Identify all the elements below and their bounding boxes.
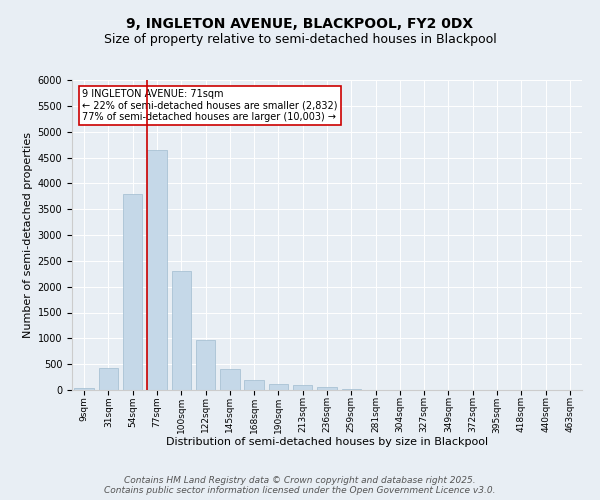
X-axis label: Distribution of semi-detached houses by size in Blackpool: Distribution of semi-detached houses by … bbox=[166, 437, 488, 447]
Bar bbox=[220, 369, 239, 390]
Text: 9, INGLETON AVENUE, BLACKPOOL, FY2 0DX: 9, INGLETON AVENUE, BLACKPOOL, FY2 0DX bbox=[127, 18, 473, 32]
Bar bbox=[196, 340, 215, 390]
Bar bbox=[244, 380, 264, 390]
Bar bbox=[147, 150, 167, 390]
Bar bbox=[269, 384, 288, 390]
Bar bbox=[317, 387, 337, 390]
Bar bbox=[172, 271, 191, 390]
Text: Size of property relative to semi-detached houses in Blackpool: Size of property relative to semi-detach… bbox=[104, 32, 496, 46]
Bar bbox=[99, 368, 118, 390]
Bar bbox=[293, 386, 313, 390]
Text: Contains HM Land Registry data © Crown copyright and database right 2025.
Contai: Contains HM Land Registry data © Crown c… bbox=[104, 476, 496, 495]
Y-axis label: Number of semi-detached properties: Number of semi-detached properties bbox=[23, 132, 34, 338]
Bar bbox=[74, 388, 94, 390]
Text: 9 INGLETON AVENUE: 71sqm
← 22% of semi-detached houses are smaller (2,832)
77% o: 9 INGLETON AVENUE: 71sqm ← 22% of semi-d… bbox=[82, 90, 338, 122]
Bar bbox=[123, 194, 142, 390]
